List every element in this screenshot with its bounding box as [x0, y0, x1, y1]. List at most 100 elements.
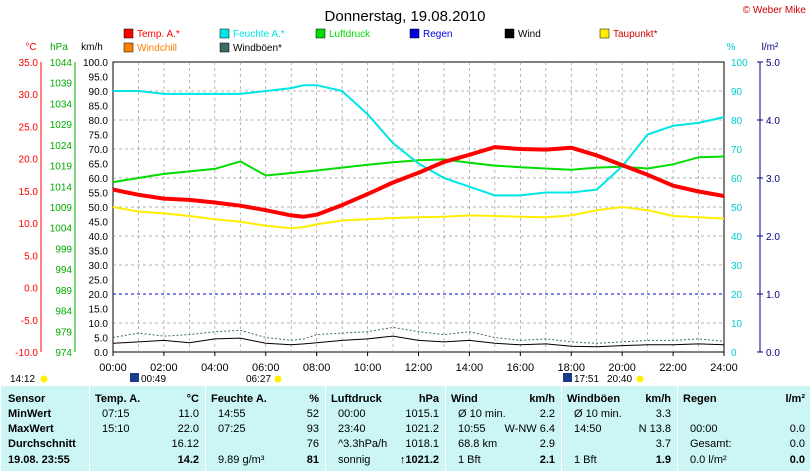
sun-icon	[40, 375, 48, 383]
temp-tick-label: -10.0	[15, 348, 38, 359]
column-header: Windböen	[567, 393, 621, 405]
column-unit: km/h	[645, 393, 671, 405]
moonset-label: 00:49	[141, 374, 166, 385]
column-header: Temp. A.	[95, 393, 141, 405]
row-label: Durchschnitt	[8, 438, 76, 450]
stats-column: Wind km/h Ø 10 min. 2.2 10:55 W-NW 6.4 68.8 km…	[445, 386, 561, 471]
legend-swatch	[219, 28, 230, 39]
stats-column: Windböen km/h Ø 10 min. 3.3 14:50 N 13.8 3.7 1 …	[561, 386, 677, 471]
rain-tick-label: 2.0	[766, 232, 780, 243]
legend-swatch	[123, 42, 134, 53]
temp-tick-label: 35.0	[19, 58, 39, 69]
pressure-tick-label: 984	[55, 307, 72, 318]
sunrise-left-label: 14:12	[10, 374, 35, 385]
temp-tick-label: 15.0	[19, 187, 39, 198]
series-line-temp-a	[112, 145, 725, 219]
cell-value: 0.0	[789, 454, 805, 466]
wind-tick-label: 100.0	[83, 58, 108, 69]
wind-tick-label: 50.0	[89, 203, 109, 214]
temp-tick-label: 20.0	[19, 155, 39, 166]
humidity-tick-label: 80	[731, 116, 743, 127]
rain-tick-label: 4.0	[766, 116, 780, 127]
x-tick-label: 10:00	[354, 362, 382, 374]
pressure-tick-label: 979	[55, 327, 72, 338]
pressure-tick-label: 1044	[50, 58, 73, 69]
wind-tick-label: 70.0	[89, 145, 109, 156]
humidity-tick-label: 0	[731, 348, 737, 359]
cell-label: 0.0 l/m²	[690, 454, 727, 466]
wind-tick-label: 85.0	[89, 102, 109, 113]
legend-swatch	[315, 28, 326, 39]
humidity-tick-label: 50	[731, 203, 743, 214]
column-unit: km/h	[529, 393, 555, 405]
pressure-tick-label: 974	[55, 348, 72, 359]
row-label: MaxWert	[8, 423, 54, 435]
cell-label: 15:10	[102, 423, 130, 435]
pressure-tick-label: 989	[55, 286, 72, 297]
wind-tick-label: 90.0	[89, 87, 109, 98]
legend-swatch	[504, 28, 515, 39]
rain-tick-label: 0.0	[766, 348, 780, 359]
temp-tick-label: 0.0	[24, 284, 38, 295]
axis-units: °C hPa km/h% l/m²	[25, 42, 779, 53]
rain-tick-label: 3.0	[766, 174, 780, 185]
temp-tick-label: 30.0	[19, 90, 39, 101]
pressure-tick-label: 1009	[50, 203, 73, 214]
series-line-feuchte-a	[113, 84, 725, 197]
wind-tick-label: 10.0	[89, 319, 109, 330]
weather-chart: Donnerstag, 19.08.2010 © Weber Mike Temp…	[10, 5, 807, 385]
cell-value: ↑1021.2	[399, 454, 439, 466]
cell-label: 68.8 km	[458, 438, 498, 450]
cell-label: Ø 10 min.	[458, 408, 506, 420]
humidity-tick-label: 60	[731, 174, 743, 185]
pressure-tick-label: 1019	[50, 162, 73, 173]
humidity-tick-label: 10	[731, 319, 743, 330]
legend-swatch	[409, 28, 420, 39]
sun-moon-row: 14:12 00:49 06:27 17:51 20:40	[10, 373, 644, 385]
cell-label: 14:50	[574, 423, 602, 435]
x-tick-label: 20:00	[608, 362, 636, 374]
cell-value: 2.9	[539, 438, 555, 450]
x-tick-label: 04:00	[201, 362, 229, 374]
column-header: Feuchte A.	[211, 393, 267, 405]
cell-value: 16.12	[171, 438, 199, 450]
sun-icon	[636, 375, 644, 383]
column-unit: hPa	[418, 393, 439, 405]
temp-tick-label: 10.0	[19, 219, 39, 230]
x-tick-label: 14:00	[456, 362, 484, 374]
cell-value: 1.9	[655, 454, 671, 466]
legend-label: Temp. A.*	[137, 29, 180, 40]
cell-value: 1021.2	[405, 423, 439, 435]
legend-label: Luftdruck	[329, 29, 371, 40]
x-tick-label: 22:00	[659, 362, 687, 374]
cell-label: Gesamt:	[690, 438, 732, 450]
column-header: Regen	[683, 393, 717, 405]
pressure-unit-label: hPa	[50, 42, 68, 53]
cell-label: ^3.3hPa/h	[338, 438, 388, 450]
humidity-tick-label: 30	[731, 261, 743, 272]
cell-value: 3.3	[655, 408, 671, 420]
rain-unit-label: l/m²	[762, 42, 779, 53]
cell-label: 07:25	[218, 423, 246, 435]
humidity-tick-label: 70	[731, 145, 743, 156]
stats-column: Regen l/m² 00:00 0.0 Gesamt: 0.0 0.0 l/m² 0.0	[677, 386, 810, 471]
wind-tick-label: 15.0	[89, 305, 109, 316]
temp-tick-label: 25.0	[19, 122, 39, 133]
x-tick-label: 00:00	[99, 362, 127, 374]
cell-label: 23:40	[338, 423, 366, 435]
cell-value: 11.0	[178, 408, 199, 420]
legend-swatch	[599, 28, 610, 39]
series-line-luftdruck	[112, 155, 725, 184]
cell-value: W-NW 6.4	[504, 423, 555, 435]
wind-tick-label: 30.0	[89, 261, 109, 272]
wind-tick-label: 80.0	[89, 116, 109, 127]
pressure-tick-label: 1024	[50, 141, 73, 152]
series-lines	[112, 84, 725, 348]
credit-text: © Weber Mike	[743, 5, 807, 16]
cell-label: 07:15	[102, 408, 130, 420]
cell-label: 10:55	[458, 423, 486, 435]
stats-table: Sensor MinWert MaxWert Durchschnitt 19.08. 2…	[0, 386, 810, 471]
cell-value: 0.0	[789, 423, 805, 435]
cell-label: 1 Bft	[458, 454, 481, 466]
humidity-tick-label: 40	[731, 232, 743, 243]
